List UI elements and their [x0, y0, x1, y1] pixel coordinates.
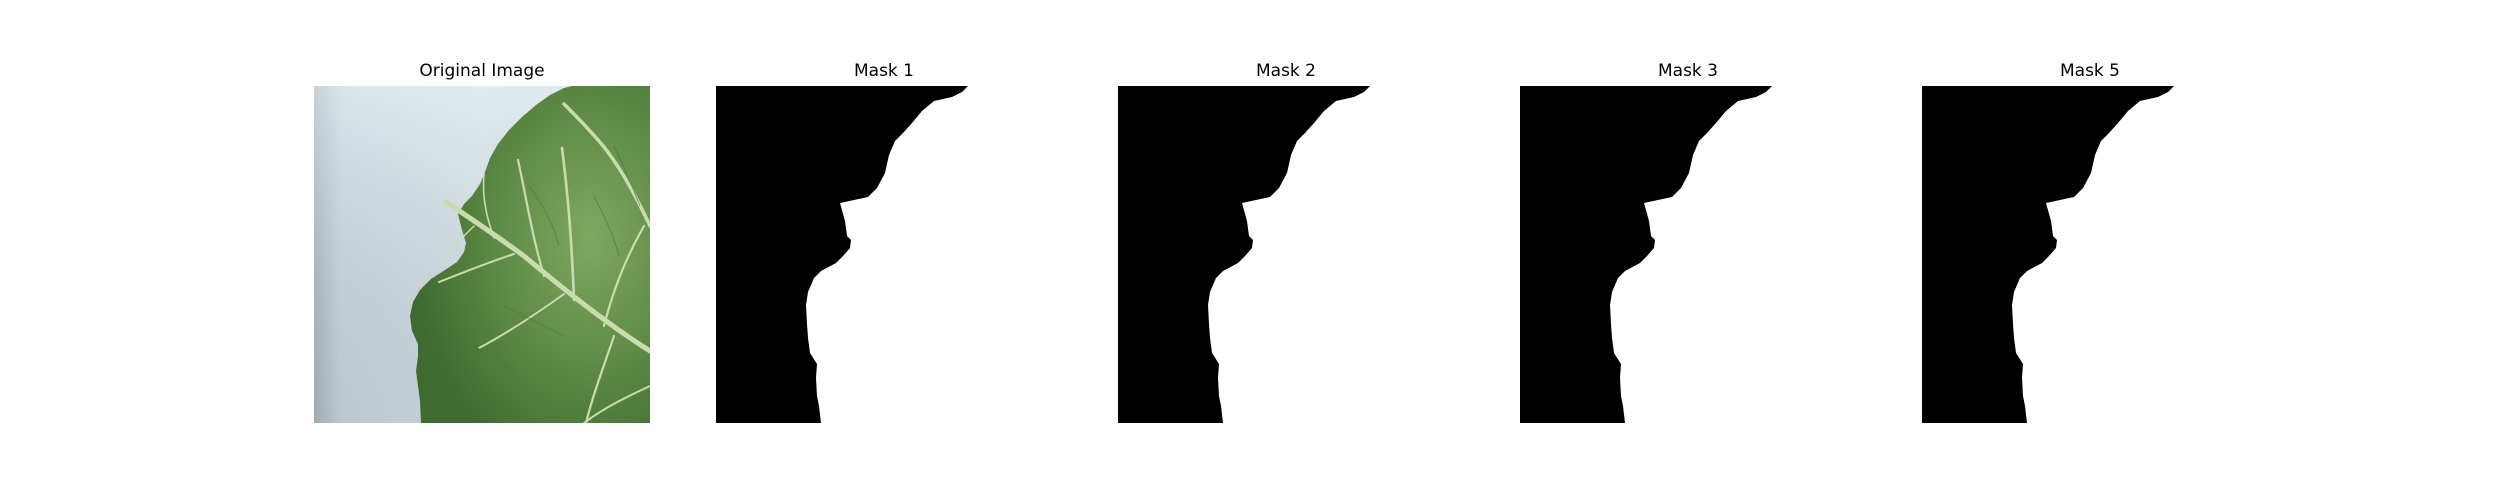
panel-title: Mask 3: [1657, 61, 1718, 81]
original-image: [314, 86, 650, 423]
panel-title: Mask 1: [853, 61, 914, 81]
mask-2-panel: Mask 2: [1118, 61, 1454, 423]
mask-3-panel: Mask 3: [1520, 61, 1856, 423]
mask-2-image: [1118, 86, 1454, 423]
mask-5-panel: Mask 5: [1922, 61, 2258, 423]
panel-title: Mask 2: [1255, 61, 1316, 81]
panel-title: Mask 5: [2059, 61, 2120, 81]
mask-3-image: [1520, 86, 1856, 423]
panel-title: Original Image: [419, 61, 545, 81]
mask-1-image: [716, 86, 1052, 423]
original-image-panel: Original Image: [314, 61, 650, 423]
mask-1-panel: Mask 1: [716, 61, 1052, 423]
mask-5-image: [1922, 86, 2258, 423]
